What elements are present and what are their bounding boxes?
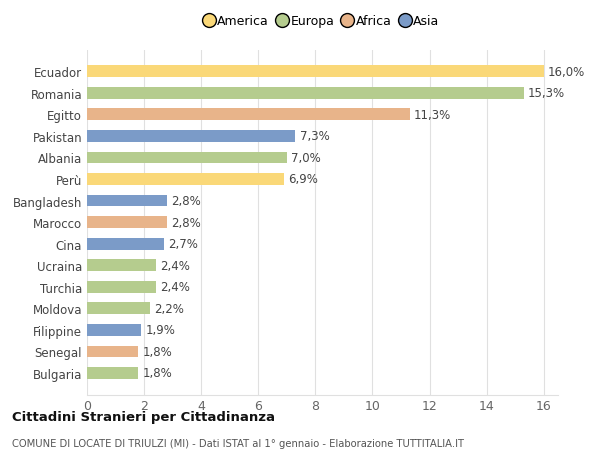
Text: 1,9%: 1,9%: [146, 324, 175, 336]
Text: 2,4%: 2,4%: [160, 259, 190, 272]
Bar: [87, 109, 410, 121]
Text: 6,9%: 6,9%: [288, 173, 318, 186]
Bar: [87, 303, 150, 314]
Text: COMUNE DI LOCATE DI TRIULZI (MI) - Dati ISTAT al 1° gennaio - Elaborazione TUTTI: COMUNE DI LOCATE DI TRIULZI (MI) - Dati …: [12, 438, 464, 448]
Text: 2,2%: 2,2%: [154, 302, 184, 315]
Bar: [87, 152, 287, 164]
Bar: [87, 66, 544, 78]
Bar: [87, 195, 167, 207]
Bar: [87, 367, 139, 379]
Text: 2,4%: 2,4%: [160, 280, 190, 294]
Bar: [87, 131, 295, 142]
Bar: [87, 346, 139, 358]
Text: 7,3%: 7,3%: [299, 130, 329, 143]
Bar: [87, 281, 155, 293]
Text: 16,0%: 16,0%: [548, 66, 585, 78]
Text: 1,8%: 1,8%: [143, 345, 172, 358]
Bar: [87, 324, 141, 336]
Bar: [87, 88, 524, 100]
Text: 15,3%: 15,3%: [528, 87, 565, 100]
Text: Cittadini Stranieri per Cittadinanza: Cittadini Stranieri per Cittadinanza: [12, 410, 275, 423]
Legend: America, Europa, Africa, Asia: America, Europa, Africa, Asia: [206, 16, 439, 28]
Text: 1,8%: 1,8%: [143, 367, 172, 380]
Text: 2,7%: 2,7%: [169, 238, 198, 251]
Bar: [87, 260, 155, 272]
Text: 11,3%: 11,3%: [414, 109, 451, 122]
Bar: [87, 238, 164, 250]
Bar: [87, 217, 167, 229]
Bar: [87, 174, 284, 185]
Text: 2,8%: 2,8%: [171, 216, 201, 229]
Text: 2,8%: 2,8%: [171, 195, 201, 207]
Text: 7,0%: 7,0%: [291, 151, 321, 165]
